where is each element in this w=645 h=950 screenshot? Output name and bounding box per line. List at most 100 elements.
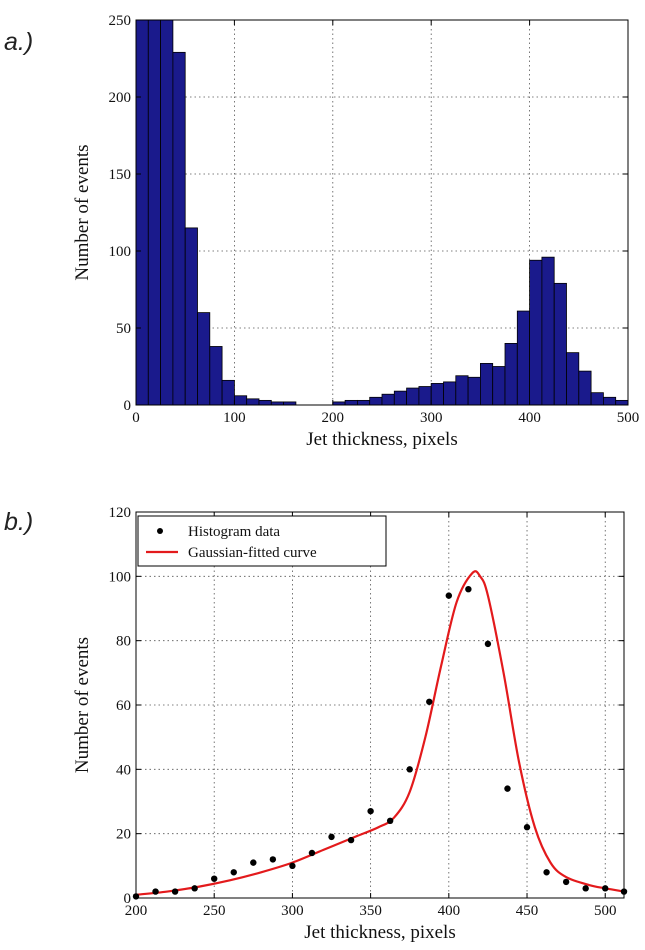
histogram-points	[132, 586, 628, 900]
histogram-bar	[443, 381, 457, 406]
histogram-bar	[504, 342, 518, 406]
data-point	[230, 869, 237, 876]
histogram-bar	[393, 390, 407, 406]
data-point	[602, 885, 609, 892]
data-point	[543, 869, 550, 876]
x-tick-label: 0	[132, 410, 140, 426]
y-tick-label: 0	[124, 398, 132, 414]
y-tick-label: 250	[109, 13, 132, 29]
x-tick-label: 200	[322, 410, 345, 426]
histogram-bar	[406, 387, 420, 406]
legend-label-curve: Gaussian-fitted curve	[188, 545, 317, 561]
data-point	[211, 875, 218, 882]
histogram-bar	[553, 282, 567, 406]
data-point	[328, 833, 335, 841]
data-point	[582, 885, 589, 892]
data-point	[562, 878, 570, 886]
y-tick-label: 50	[116, 321, 131, 337]
data-point	[484, 640, 492, 648]
histogram-bar	[455, 375, 469, 406]
y-axis-label-b: Number of events	[72, 637, 93, 773]
ticks-b: 200 250 300 350 400 450 500 0 20 40 60 80 100 120	[109, 505, 624, 919]
data-point	[152, 888, 159, 895]
data-point	[445, 592, 453, 599]
y-tick-label: 60	[116, 698, 131, 714]
histogram-bar	[172, 51, 186, 406]
histogram-bar	[430, 383, 444, 406]
x-tick-label: 450	[516, 903, 539, 919]
y-tick-label: 120	[109, 505, 132, 521]
x-axis-label-b: Jet thickness, pixels	[304, 922, 455, 943]
histogram-bar	[492, 366, 506, 406]
histogram-bar	[541, 256, 555, 406]
legend: Histogram data Gaussian-fitted curve	[137, 515, 387, 567]
legend-label-points: Histogram data	[188, 524, 280, 540]
histogram-bar	[258, 399, 272, 406]
y-axis-label-a: Number of events	[72, 144, 93, 280]
plot-frame-a	[135, 19, 629, 406]
histogram-bar	[418, 386, 432, 406]
histogram-bar	[479, 363, 494, 406]
grid-b	[135, 511, 624, 899]
histogram-bar	[590, 392, 604, 406]
x-tick-label: 350	[359, 903, 382, 919]
panel-label-b: b.)	[4, 508, 33, 536]
data-point	[191, 885, 198, 892]
gaussian-fit-line	[135, 570, 625, 896]
x-tick-label: 300	[420, 410, 443, 426]
histogram-bar	[529, 259, 543, 406]
histogram-bar	[381, 393, 395, 406]
x-tick-label: 300	[281, 903, 304, 919]
histogram-bar	[197, 312, 211, 406]
histogram-bar	[369, 396, 383, 406]
x-tick-label: 100	[223, 410, 246, 426]
data-point	[426, 698, 433, 705]
y-tick-label: 20	[116, 827, 131, 843]
fit-panel-b: b.) 200 250 300 350 400 450 500 0 20 40 60 80 100 120…	[4, 505, 628, 943]
data-point	[406, 766, 413, 773]
legend-marker-points	[157, 528, 163, 534]
y-tick-label: 0	[124, 891, 132, 907]
data-point	[504, 785, 511, 792]
data-point	[269, 856, 277, 863]
x-tick-label: 250	[203, 903, 226, 919]
x-tick-label: 400	[438, 903, 461, 919]
histogram-bar	[233, 395, 248, 406]
y-tick-label: 150	[109, 167, 132, 183]
histogram-bar	[615, 399, 629, 406]
histogram-bar	[467, 376, 481, 406]
ticks-a: 0 100 200 300 400 500 0 50 100 150 200 250	[109, 13, 640, 426]
histogram-bar	[344, 399, 358, 406]
y-tick-label: 200	[109, 90, 132, 106]
x-tick-label: 500	[617, 410, 640, 426]
bars-a	[135, 19, 629, 406]
histogram-bar	[221, 379, 235, 406]
histogram-panel-a: a.) 0 100 200 300 400 500 0 50 100 150 200 250 Jet …	[4, 13, 639, 450]
histogram-bar	[160, 19, 174, 406]
data-point	[386, 817, 394, 824]
histogram-bar	[209, 346, 223, 406]
data-point	[523, 824, 531, 831]
y-tick-label: 100	[109, 244, 132, 260]
histogram-bar	[603, 396, 617, 406]
histogram-bar	[566, 352, 580, 406]
histogram-bar	[246, 398, 260, 406]
histogram-bar	[184, 227, 198, 406]
y-tick-label: 40	[116, 762, 131, 778]
panel-label-a: a.)	[4, 28, 33, 56]
data-point	[308, 849, 316, 857]
data-point	[347, 836, 355, 844]
histogram-bar	[135, 19, 149, 406]
x-axis-label-a: Jet thickness, pixels	[306, 429, 457, 450]
data-point	[367, 807, 374, 815]
x-tick-label: 400	[518, 410, 541, 426]
data-point	[289, 862, 296, 870]
histogram-bar	[147, 19, 162, 406]
legend-box	[137, 515, 387, 567]
y-tick-label: 80	[116, 634, 131, 650]
data-point	[465, 586, 472, 593]
y-tick-label: 100	[109, 569, 132, 585]
data-point	[171, 888, 179, 895]
histogram-bar	[516, 310, 530, 406]
